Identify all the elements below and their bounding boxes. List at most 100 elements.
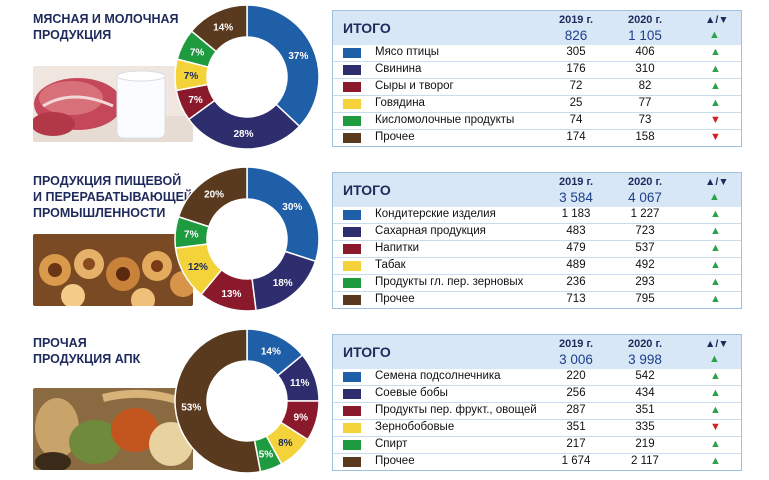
year-2019-header: 2019 г. xyxy=(558,176,594,188)
donut-chart: 30% 18% 13% 12% 7% 20% xyxy=(174,166,320,312)
legend-swatch xyxy=(343,48,361,58)
table-row: Мясо птицы 305 406 ▲ xyxy=(333,45,741,61)
slice-label: 5% xyxy=(259,450,274,461)
row-label: Прочее xyxy=(375,131,415,143)
total-2019: 3 584 xyxy=(559,190,593,205)
row-label: Спирт xyxy=(375,438,408,450)
value-2020: 2 117 xyxy=(631,455,659,467)
value-2020: 77 xyxy=(638,97,652,109)
value-2020: 335 xyxy=(635,421,655,433)
trend-up-icon: ▲ xyxy=(710,387,721,399)
legend-swatch xyxy=(343,82,361,92)
donut-slice xyxy=(246,4,320,128)
slice-label: 7% xyxy=(190,48,205,59)
value-2019: 713 xyxy=(566,293,586,305)
data-table: ИТОГО 2019 г. 2020 г. ▲/▼ 3 006 3 998 ▲ Семена … xyxy=(332,334,742,471)
row-divider xyxy=(333,274,741,275)
value-2019: 217 xyxy=(566,438,586,450)
value-2019: 74 xyxy=(569,114,583,126)
value-2019: 72 xyxy=(569,80,583,92)
table-header: ИТОГО 2019 г. 2020 г. ▲/▼ 826 1 105 ▲ xyxy=(333,11,741,45)
trend-down-icon: ▼ xyxy=(710,114,721,126)
total-2019: 826 xyxy=(564,28,588,43)
row-divider xyxy=(333,240,741,241)
year-2020-header: 2020 г. xyxy=(627,14,663,26)
slice-label: 7% xyxy=(188,95,203,106)
data-table: ИТОГО 2019 г. 2020 г. ▲/▼ 3 584 4 067 ▲ Кондите… xyxy=(332,172,742,309)
row-label: Прочее xyxy=(375,455,415,467)
legend-swatch xyxy=(343,261,361,271)
slice-label: 28% xyxy=(233,129,253,140)
meat-and-milk-photo xyxy=(33,66,193,142)
table-row: Спирт 217 219 ▲ xyxy=(333,437,741,453)
pastry-photo xyxy=(33,234,193,306)
legend-swatch xyxy=(343,372,361,382)
trend-header: ▲/▼ xyxy=(705,14,729,26)
donut-slice xyxy=(177,166,248,228)
year-2020-header: 2020 г. xyxy=(627,176,663,188)
row-divider xyxy=(333,436,741,437)
donut-slice xyxy=(190,4,248,53)
donut-chart: 14% 11% 9% 8% 5% 53% xyxy=(174,328,320,474)
section-title: ПРОЧАЯ ПРОДУКЦИЯ АПК xyxy=(33,336,141,366)
legend-swatch xyxy=(343,278,361,288)
row-divider xyxy=(333,385,741,386)
table-row: Кисломолочные продукты 74 73 ▼ xyxy=(333,113,741,129)
value-2019: 25 xyxy=(569,97,583,109)
value-2019: 1 674 xyxy=(561,455,591,467)
value-2019: 176 xyxy=(566,63,586,75)
value-2019: 479 xyxy=(566,242,586,254)
slice-label: 14% xyxy=(261,346,281,357)
value-2020: 1 227 xyxy=(630,208,660,220)
value-2019: 287 xyxy=(566,404,586,416)
trend-up-icon: ▲ xyxy=(710,438,721,450)
donut-chart: 37% 28% 7% 7% 7% 14% xyxy=(174,4,320,150)
table-row: Кондитерские изделия 1 183 1 227 ▲ xyxy=(333,207,741,223)
value-2019: 305 xyxy=(566,46,586,58)
trend-up-icon: ▲ xyxy=(710,455,721,467)
trend-up-icon: ▲ xyxy=(710,225,721,237)
table-row: Прочее 174 158 ▼ xyxy=(333,130,741,146)
legend-swatch xyxy=(343,65,361,75)
grains-and-beans-photo xyxy=(33,388,193,470)
trend-up-icon: ▲ xyxy=(710,276,721,288)
value-2020: 434 xyxy=(635,387,655,399)
value-2019: 483 xyxy=(566,225,586,237)
legend-swatch xyxy=(343,244,361,254)
value-2020: 795 xyxy=(635,293,655,305)
row-divider xyxy=(333,129,741,130)
table-row: Прочее 1 674 2 117 ▲ xyxy=(333,454,741,470)
slice-label: 8% xyxy=(278,438,293,449)
table-row: Сыры и творог 72 82 ▲ xyxy=(333,79,741,95)
legend-swatch xyxy=(343,210,361,220)
legend-swatch xyxy=(343,227,361,237)
legend-swatch xyxy=(343,423,361,433)
row-divider xyxy=(333,453,741,454)
table-row: Семена подсолнечника 220 542 ▲ xyxy=(333,369,741,385)
total-trend-icon: ▲ xyxy=(709,29,720,41)
trend-up-icon: ▲ xyxy=(710,80,721,92)
row-divider xyxy=(333,257,741,258)
slice-label: 9% xyxy=(294,413,309,424)
trend-header: ▲/▼ xyxy=(705,338,729,350)
total-2019: 3 006 xyxy=(559,352,593,367)
trend-up-icon: ▲ xyxy=(710,404,721,416)
table-row: Сахарная продукция 483 723 ▲ xyxy=(333,224,741,240)
value-2020: 406 xyxy=(635,46,655,58)
total-2020: 3 998 xyxy=(628,352,662,367)
row-label: Зернобобовые xyxy=(375,421,455,433)
slice-label: 11% xyxy=(290,378,310,389)
slice-label: 13% xyxy=(221,289,241,300)
row-divider xyxy=(333,61,741,62)
section-title: МЯСНАЯ И МОЛОЧНАЯ ПРОДУКЦИЯ xyxy=(33,12,179,42)
legend-swatch xyxy=(343,116,361,126)
trend-down-icon: ▼ xyxy=(710,421,721,433)
value-2019: 489 xyxy=(566,259,586,271)
table-row: Свинина 176 310 ▲ xyxy=(333,62,741,78)
row-divider xyxy=(333,402,741,403)
value-2019: 220 xyxy=(566,370,586,382)
total-label: ИТОГО xyxy=(343,344,391,360)
slice-label: 30% xyxy=(282,202,302,213)
row-divider xyxy=(333,95,741,96)
value-2020: 73 xyxy=(638,114,652,126)
